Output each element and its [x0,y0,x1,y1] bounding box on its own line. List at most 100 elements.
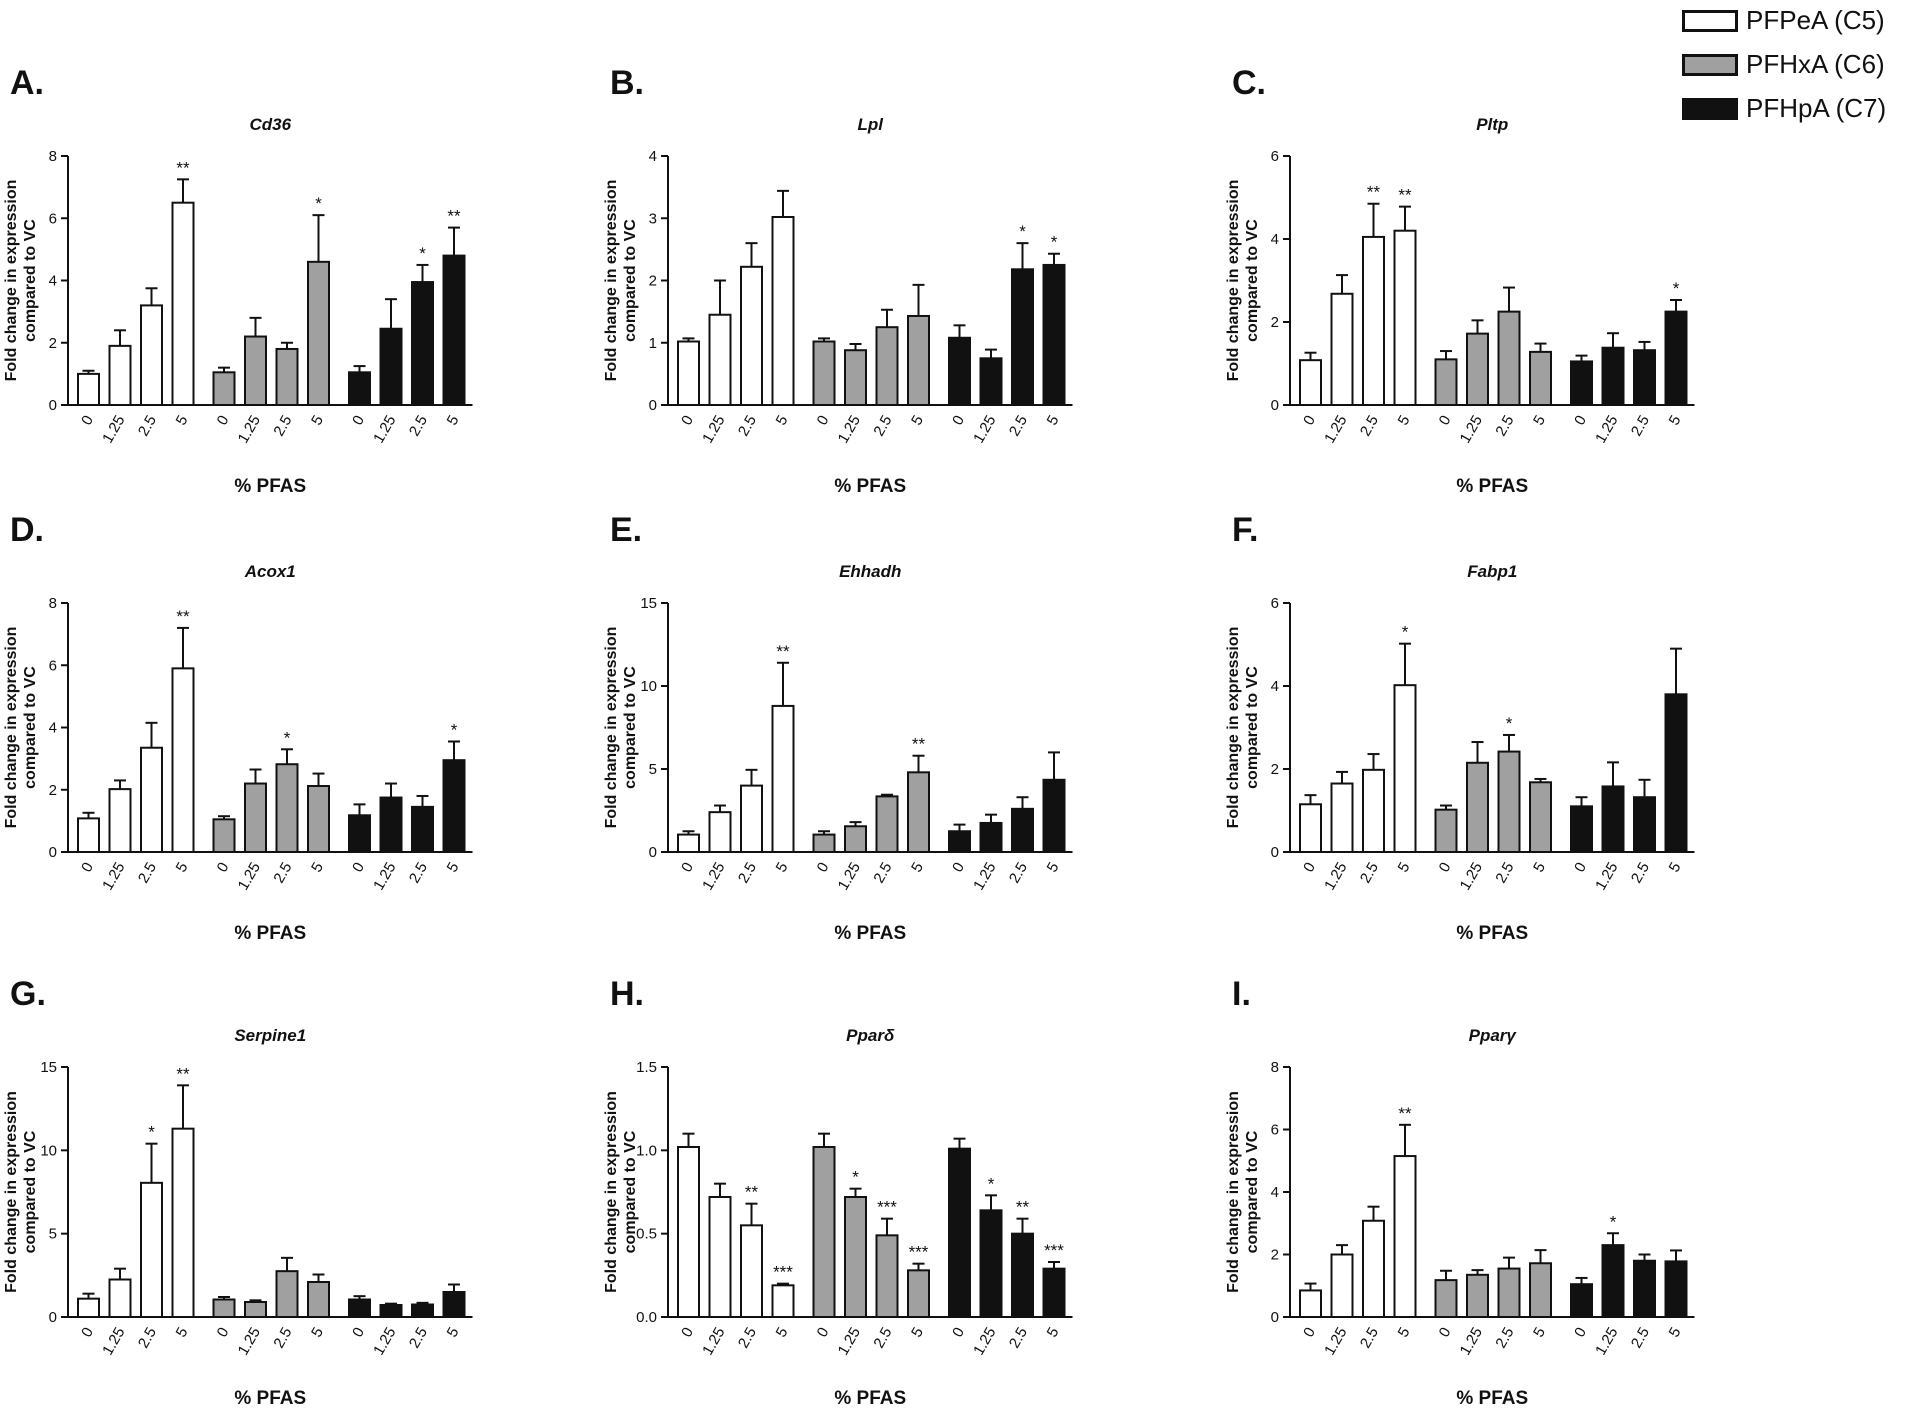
panel-letter: D. [10,511,44,549]
bar-pfpea-5 [1393,229,1417,406]
x-tick-label: 2.5 [135,1325,160,1352]
bar-pfhpa-5 [1664,1260,1688,1318]
panel-h: H. Pparδ 0.0 0.5 1.0 1.5 Fold change in expres… [603,975,1073,1409]
x-tick-label: 0 [349,413,368,429]
panel-title: Pparγ [1469,1026,1518,1045]
legend-swatch-pfhxa [1682,54,1738,76]
legend-label-pfhpa: PFHpA (C7) [1746,93,1887,123]
x-tick-label: 1.25 [235,413,264,447]
significance-marker: * [1610,1212,1617,1231]
significance-marker: ** [1398,186,1412,205]
x-axis-label: % PFAS [1456,923,1528,944]
x-tick-label: 5 [1666,860,1685,876]
x-tick-label: 0 [78,413,97,429]
significance-marker: ** [776,642,790,661]
y-axis-label-line: Fold change in expression [3,180,20,382]
x-tick-label: 5 [1530,413,1549,429]
y-axis-label-line: compared to VC [622,1130,639,1253]
x-tick-label: 1.25 [1321,413,1350,447]
bar-pfpea-0 [677,833,700,854]
bar-pfhpa-5 [442,759,466,854]
bar-pfhxa-2.5 [1497,310,1521,406]
panel-letter: G. [10,975,46,1013]
bar-pfhxa-2.5 [875,1234,899,1319]
panel-letter: E. [610,511,642,549]
panel-letter: F. [1232,511,1258,549]
bar-pfhxa-5 [907,771,930,854]
bar-pfhpa-2.5 [411,281,434,406]
y-tick-label: 0 [649,397,657,414]
bar-pfhpa-1.25 [979,1209,1003,1319]
legend: PFPeA (C5) PFHxA (C6) PFHpA (C7) [1676,0,1910,130]
bar-pfhxa-2.5 [275,763,299,853]
x-tick-label: 0 [214,860,233,876]
y-axis-label-line: compared to VC [622,219,639,342]
bar-pfhxa-1.25 [244,1301,267,1318]
x-tick-label: 0 [814,413,833,429]
x-axis-label: % PFAS [834,1388,906,1409]
bar-pfhpa-0 [1570,805,1593,853]
x-axis-label: % PFAS [834,476,906,497]
x-tick-label: 1.25 [1457,860,1486,894]
x-axis-label: % PFAS [1456,476,1528,497]
y-tick-label: 15 [640,595,657,612]
bar-pfpea-0 [77,1297,100,1318]
significance-marker: * [1019,222,1026,241]
x-tick-label: 5 [773,1325,792,1341]
x-tick-label: 1.25 [1457,413,1486,447]
x-tick-label: 1.25 [1321,1325,1350,1359]
y-tick-label: 8 [1271,1059,1279,1076]
y-axis-label-line: compared to VC [1244,1130,1261,1253]
x-tick-label: 1.25 [835,860,864,894]
x-tick-label: 5 [1044,1325,1063,1341]
bar-pfhxa-0 [212,1298,236,1318]
x-axis-label: % PFAS [1456,1388,1528,1409]
x-tick-label: 1.25 [1592,860,1621,894]
bar-pfhxa-0 [1434,1279,1458,1318]
significance-marker: * [419,244,426,263]
x-tick-label: 5 [773,860,792,876]
x-tick-label: 5 [173,413,192,429]
x-tick-label: 0 [1436,413,1455,429]
bar-pfpea-0 [77,372,100,406]
x-tick-label: 5 [1666,1325,1685,1341]
y-tick-label: 0.5 [636,1226,657,1243]
x-tick-label: 1.25 [835,1325,864,1359]
bar-pfhxa-5 [907,314,930,407]
bar-pfpea-0 [77,817,100,854]
x-tick-label: 1.25 [99,860,128,894]
x-tick-label: 0 [678,413,697,429]
y-axis-label-line: compared to VC [22,1130,39,1253]
bar-pfpea-2.5 [740,265,763,406]
bar-pfhpa-2.5 [1633,796,1656,853]
bar-pfpea-1.25 [108,788,132,854]
y-tick-label: 0 [649,844,657,861]
bar-pfpea-5 [771,216,795,406]
x-tick-label: 0 [949,860,968,876]
panel-letter: C. [1232,64,1266,102]
bar-pfhxa-0 [212,371,236,407]
x-axis-label: % PFAS [234,923,306,944]
legend-swatch-pfhpa [1682,98,1738,120]
bar-pfhpa-5 [1664,310,1688,406]
y-axis-label: Fold change in expression compared to VC [3,180,39,382]
significance-marker: * [1051,233,1058,252]
significance-marker: * [284,728,291,747]
x-tick-label: 2.5 [735,413,760,440]
bar-pfhxa-5 [1529,350,1552,407]
bar-pfhpa-1.25 [379,796,403,853]
y-axis-label: Fold change in expression compared to VC [3,1091,39,1293]
y-tick-label: 2 [1271,314,1279,331]
panel-title: Cd36 [249,115,291,134]
bar-pfhxa-2.5 [875,326,899,406]
panel-title: Serpine1 [234,1026,306,1045]
panel-letter: H. [610,975,644,1013]
x-tick-label: 1.25 [699,860,728,894]
panel-b: B. Lpl 0 1 2 3 4 Fold change in expression compa… [603,64,1073,497]
panel-d: D. Acox1 0 2 4 6 8 Fold change in expression com… [3,511,473,944]
y-tick-label: 2 [49,782,57,799]
x-tick-label: 0 [1571,413,1590,429]
bar-pfhpa-2.5 [1011,807,1034,854]
